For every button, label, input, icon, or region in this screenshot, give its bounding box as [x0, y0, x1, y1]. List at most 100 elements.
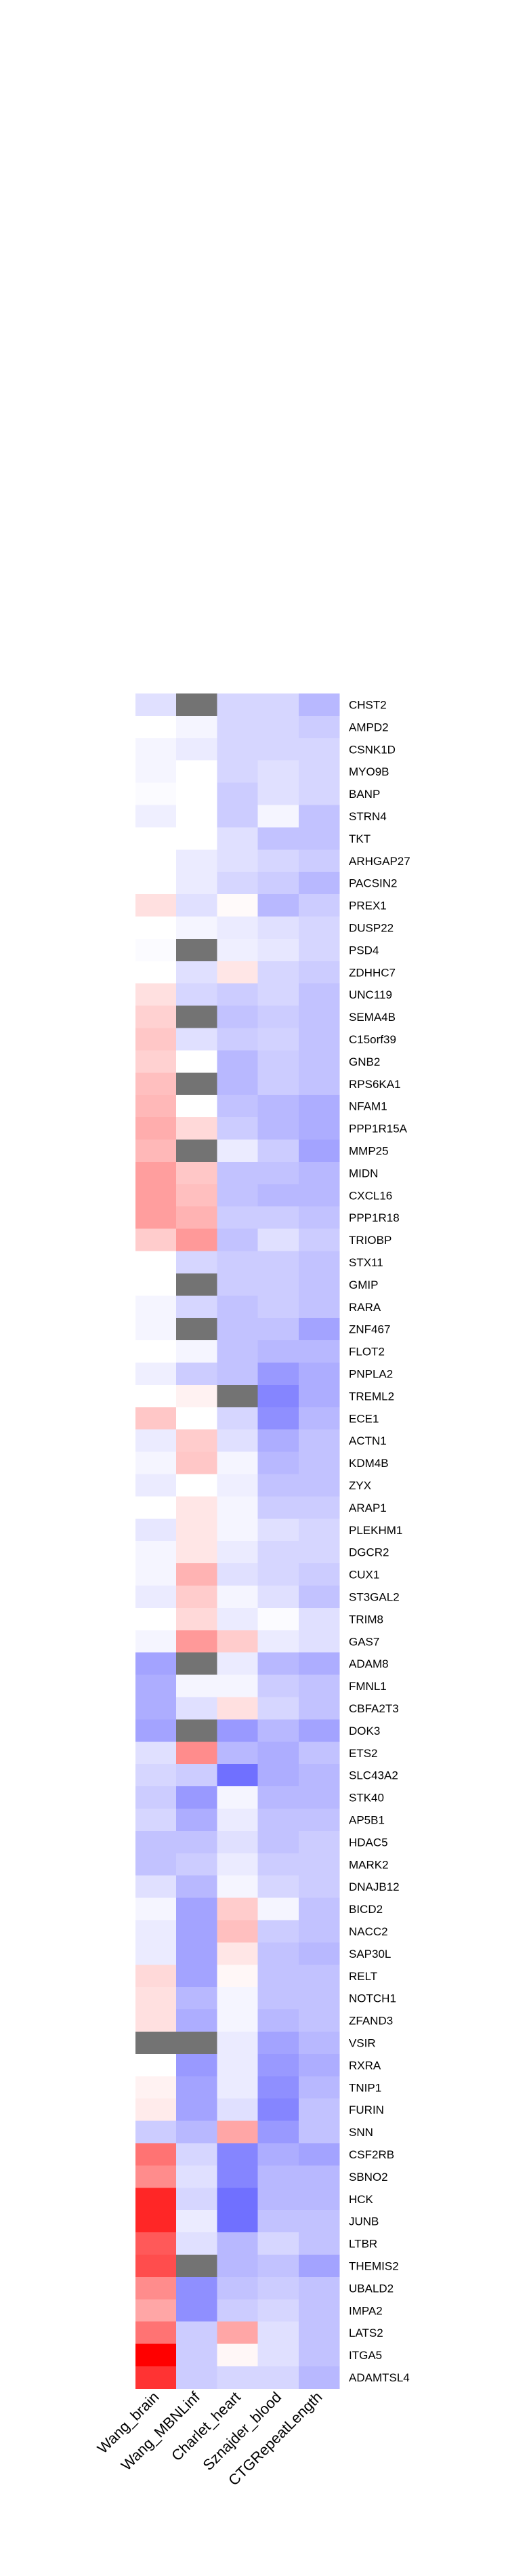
heatmap-cell — [135, 1742, 177, 1765]
heatmap-cell — [176, 1340, 217, 1363]
heatmap-cell — [298, 1429, 340, 1453]
heatmap-cell — [298, 1786, 340, 1809]
heatmap-cell — [298, 738, 340, 761]
heatmap-cell — [298, 1340, 340, 1363]
heatmap-cell — [176, 1429, 217, 1453]
heatmap-cell — [135, 1586, 177, 1609]
heatmap-cell — [217, 983, 259, 1007]
heatmap-cell — [298, 1942, 340, 1965]
heatmap-cell — [298, 1117, 340, 1140]
heatmap-cell — [217, 1541, 259, 1564]
heatmap-cell — [298, 2165, 340, 2188]
heatmap-cell — [298, 1987, 340, 2010]
row-label: TREML2 — [349, 1390, 394, 1403]
heatmap-cell — [135, 938, 177, 962]
heatmap-cell — [257, 2076, 299, 2099]
heatmap-cell — [176, 1072, 217, 1095]
heatmap-cell — [135, 1518, 177, 1542]
row-label: SLC43A2 — [349, 1769, 398, 1782]
heatmap-cell — [257, 1161, 299, 1185]
heatmap-cell — [217, 1630, 259, 1653]
heatmap-cell — [257, 1117, 299, 1140]
heatmap-cell — [176, 2009, 217, 2032]
heatmap-cell — [257, 1965, 299, 1988]
heatmap-cell — [135, 1607, 177, 1631]
heatmap-cell — [217, 1586, 259, 1609]
heatmap-cell — [298, 1072, 340, 1095]
heatmap-cell — [257, 2098, 299, 2122]
heatmap-cell — [217, 938, 259, 962]
heatmap-cell — [257, 1251, 299, 1274]
heatmap-cell — [298, 1295, 340, 1319]
heatmap-cell — [298, 1518, 340, 1542]
heatmap-cell — [257, 782, 299, 806]
row-label: RPS6KA1 — [349, 1078, 401, 1091]
heatmap-cell — [135, 1184, 177, 1207]
row-label: C15orf39 — [349, 1033, 396, 1046]
row-label: ARAP1 — [349, 1502, 387, 1514]
heatmap-cell — [135, 1050, 177, 1073]
row-label: ZYX — [349, 1479, 371, 1492]
heatmap-cell — [298, 2143, 340, 2166]
heatmap-cell — [176, 1005, 217, 1029]
heatmap-cell — [217, 1897, 259, 1921]
heatmap-cell — [298, 2053, 340, 2077]
heatmap-cell — [135, 961, 177, 984]
row-label: SNN — [349, 2126, 373, 2139]
row-label: ZNF467 — [349, 1323, 390, 1336]
heatmap-cell — [135, 1228, 177, 1252]
heatmap-cell — [217, 1742, 259, 1765]
row-label: PREX1 — [349, 900, 387, 912]
heatmap-cell — [298, 1853, 340, 1876]
row-label: NOTCH1 — [349, 1992, 396, 2005]
heatmap-cell — [176, 1764, 217, 1787]
heatmap-cell — [257, 2276, 299, 2300]
heatmap-cell — [257, 1987, 299, 2010]
heatmap-cell — [176, 872, 217, 895]
heatmap-cell — [135, 1117, 177, 1140]
heatmap-cell — [298, 1161, 340, 1185]
heatmap-cell — [298, 760, 340, 784]
heatmap-cell — [135, 2053, 177, 2077]
heatmap-cell — [298, 1363, 340, 1386]
heatmap-cell — [257, 1451, 299, 1475]
heatmap-cell — [217, 2299, 259, 2322]
heatmap-cell — [217, 1474, 259, 1497]
heatmap-cell — [298, 1474, 340, 1497]
heatmap-cell — [135, 2255, 177, 2278]
heatmap-cell — [257, 805, 299, 828]
heatmap-cell — [217, 715, 259, 739]
heatmap-cell — [257, 938, 299, 962]
heatmap-cell — [257, 1586, 299, 1609]
heatmap-cell — [257, 1853, 299, 1876]
heatmap-cell — [298, 1541, 340, 1564]
heatmap-cell — [135, 1630, 177, 1653]
heatmap-cell — [257, 1318, 299, 1341]
heatmap-cell — [135, 1563, 177, 1586]
row-label: BANP — [349, 788, 380, 801]
row-label: STRN4 — [349, 810, 387, 823]
heatmap-cell — [298, 1228, 340, 1252]
row-label: PLEKHM1 — [349, 1524, 402, 1537]
heatmap-cell — [217, 1786, 259, 1809]
heatmap-cell — [298, 1897, 340, 1921]
heatmap-cell — [257, 1607, 299, 1631]
heatmap-cell — [135, 917, 177, 940]
row-label: TNIP1 — [349, 2081, 381, 2094]
heatmap-cell — [217, 1563, 259, 1586]
heatmap-cell — [257, 1719, 299, 1742]
heatmap-cell — [217, 2255, 259, 2278]
heatmap-cell — [135, 1830, 177, 1854]
heatmap-cell — [176, 917, 217, 940]
heatmap-cell — [176, 738, 217, 761]
heatmap-cell — [257, 1630, 299, 1653]
heatmap-cell — [217, 1050, 259, 1073]
row-label: DUSP22 — [349, 921, 394, 934]
heatmap-cell — [257, 1206, 299, 1230]
heatmap-cell — [217, 1719, 259, 1742]
heatmap-cell — [176, 894, 217, 917]
heatmap-cell — [257, 1095, 299, 1118]
heatmap-cell — [298, 2009, 340, 2032]
row-label: LTBR — [349, 2238, 377, 2251]
heatmap-cell — [257, 2165, 299, 2188]
